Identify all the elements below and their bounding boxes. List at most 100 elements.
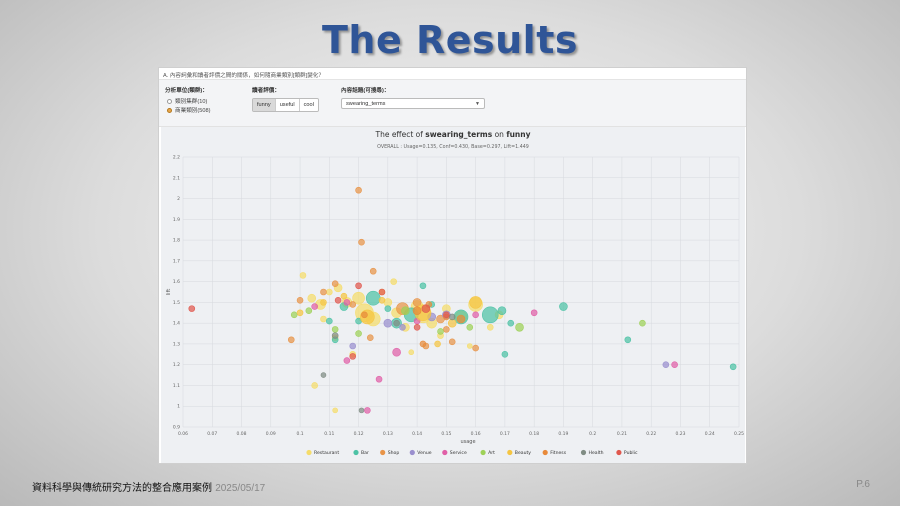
data-point-shop[interactable] <box>358 238 365 246</box>
data-point-shop[interactable] <box>320 288 327 296</box>
data-point-restaurant[interactable] <box>307 293 317 303</box>
data-point-restaurant[interactable] <box>466 343 473 349</box>
data-point-shop[interactable] <box>296 297 304 304</box>
data-point-health[interactable] <box>320 372 327 378</box>
data-point-shop[interactable] <box>349 301 357 308</box>
data-point-bar[interactable] <box>384 305 392 312</box>
data-point-restaurant[interactable] <box>326 288 333 296</box>
data-point-bar[interactable] <box>497 306 507 315</box>
legend-label-art[interactable]: Art <box>488 450 495 456</box>
data-point-beauty[interactable] <box>434 340 441 348</box>
data-point-art[interactable] <box>515 323 524 332</box>
data-point-public[interactable] <box>334 297 342 304</box>
data-point-shop[interactable] <box>443 326 450 333</box>
data-point-service[interactable] <box>671 361 678 368</box>
data-point-service[interactable] <box>375 375 383 383</box>
data-point-shop[interactable] <box>412 298 422 307</box>
legend-label-public[interactable]: Public <box>624 450 638 456</box>
data-point-art[interactable] <box>290 311 298 319</box>
data-point-fitness[interactable] <box>456 314 466 324</box>
data-point-restaurant[interactable] <box>299 272 307 279</box>
legend-label-fitness[interactable]: Fitness <box>550 450 567 456</box>
data-point-bar[interactable] <box>624 336 632 344</box>
data-point-service[interactable] <box>530 309 538 317</box>
legend-label-bar[interactable]: Bar <box>361 450 369 456</box>
data-point-venue[interactable] <box>383 318 393 328</box>
data-point-health[interactable] <box>393 319 400 327</box>
data-point-bar[interactable] <box>481 306 499 324</box>
data-point-art[interactable] <box>401 306 410 315</box>
data-point-shop[interactable] <box>355 186 362 194</box>
radio-selected-icon[interactable] <box>167 107 172 113</box>
data-point-venue[interactable] <box>399 324 406 331</box>
data-point-health[interactable] <box>448 313 456 321</box>
data-point-beauty[interactable] <box>320 299 327 306</box>
data-point-fitness[interactable] <box>419 340 427 348</box>
data-point-service[interactable] <box>343 357 351 364</box>
data-point-beauty[interactable] <box>469 296 482 309</box>
data-point-restaurant[interactable] <box>320 315 327 323</box>
reader-button-useful[interactable]: useful <box>275 99 300 111</box>
data-point-beauty[interactable] <box>340 292 348 300</box>
data-point-bar[interactable] <box>507 319 515 327</box>
x-tick-label: 0.24 <box>705 431 715 437</box>
data-point-service[interactable] <box>364 407 371 414</box>
data-point-shop[interactable] <box>287 336 295 344</box>
legend-label-venue[interactable]: Venue <box>417 450 431 456</box>
unit-option-cluster[interactable]: 類別集群(10) <box>167 97 207 105</box>
data-point-fitness[interactable] <box>412 306 422 315</box>
data-point-service[interactable] <box>392 347 401 357</box>
data-point-health[interactable] <box>358 407 365 414</box>
data-point-service[interactable] <box>311 303 318 310</box>
data-point-public[interactable] <box>443 311 450 319</box>
data-point-bar[interactable] <box>419 282 427 290</box>
data-point-public[interactable] <box>378 288 386 296</box>
data-point-service[interactable] <box>472 311 479 319</box>
reader-button-funny[interactable]: funny <box>253 99 276 111</box>
data-point-public[interactable] <box>188 305 196 312</box>
reader-button-cool[interactable]: cool <box>299 99 318 111</box>
data-point-restaurant[interactable] <box>408 349 415 356</box>
data-point-shop[interactable] <box>472 344 479 352</box>
data-point-bar[interactable] <box>729 363 737 371</box>
topic-select[interactable]: swearing_terms ▼ <box>341 98 485 109</box>
data-point-bar[interactable] <box>501 351 509 358</box>
data-point-shop[interactable] <box>366 334 374 341</box>
legend-label-shop[interactable]: Shop <box>388 450 400 456</box>
data-point-shop[interactable] <box>448 338 456 346</box>
legend-label-service[interactable]: Service <box>450 450 467 456</box>
data-point-art[interactable] <box>639 319 646 327</box>
data-point-service[interactable] <box>343 299 351 306</box>
data-point-health[interactable] <box>331 332 339 339</box>
legend-label-health[interactable]: Health <box>589 450 604 456</box>
radio-icon[interactable] <box>167 98 172 104</box>
data-point-public[interactable] <box>413 324 421 331</box>
data-point-art[interactable] <box>331 326 339 333</box>
data-point-bar[interactable] <box>559 302 568 311</box>
data-point-shop[interactable] <box>369 267 377 275</box>
data-point-beauty[interactable] <box>447 318 457 328</box>
data-point-venue[interactable] <box>349 342 357 350</box>
data-point-restaurant[interactable] <box>332 407 338 414</box>
data-point-restaurant[interactable] <box>311 382 318 389</box>
legend-label-beauty[interactable]: Beauty <box>515 450 532 456</box>
unit-option-category[interactable]: 商業類別(508) <box>167 106 210 114</box>
data-point-restaurant[interactable] <box>352 291 365 305</box>
data-point-restaurant[interactable] <box>390 278 397 285</box>
data-point-bar[interactable] <box>365 290 381 306</box>
data-point-art[interactable] <box>437 328 444 335</box>
data-point-beauty[interactable] <box>296 309 304 317</box>
data-point-art[interactable] <box>305 307 313 314</box>
data-point-public[interactable] <box>355 282 362 290</box>
data-point-beauty[interactable] <box>378 297 386 304</box>
data-point-art[interactable] <box>355 330 362 337</box>
data-point-art[interactable] <box>466 324 474 331</box>
data-point-fitness[interactable] <box>361 311 368 319</box>
data-point-bar[interactable] <box>326 317 333 325</box>
data-point-venue[interactable] <box>662 361 670 368</box>
data-point-public[interactable] <box>349 353 357 360</box>
data-point-public[interactable] <box>421 304 431 313</box>
legend-label-restaurant[interactable]: Restaurant <box>314 450 339 456</box>
data-point-shop[interactable] <box>331 280 339 287</box>
data-point-restaurant[interactable] <box>486 324 494 331</box>
